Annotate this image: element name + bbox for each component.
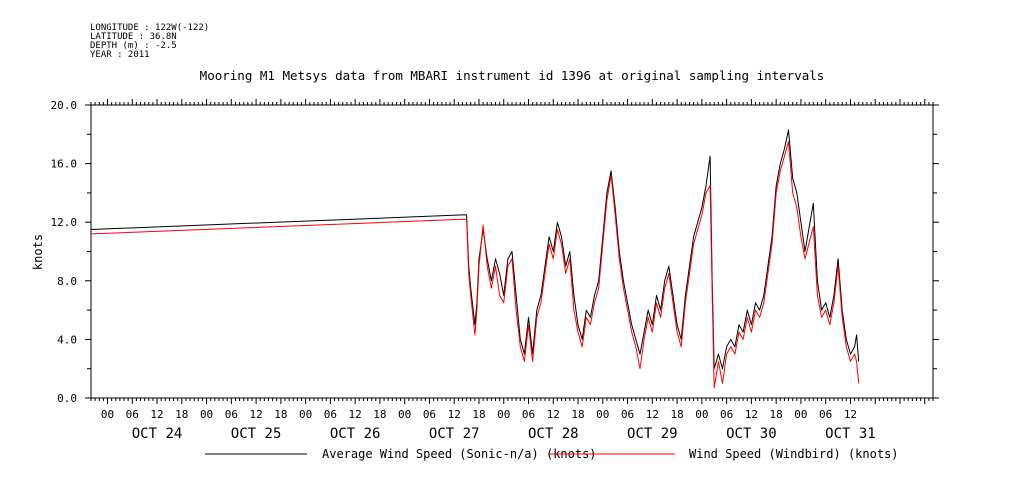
x-hour-label: 12 — [844, 408, 857, 421]
x-hour-label: 00 — [299, 408, 312, 421]
x-hour-label: 00 — [101, 408, 114, 421]
series-line-windbird — [90, 141, 860, 389]
x-day-label: OCT 31 — [825, 426, 876, 442]
x-hour-label: 00 — [794, 408, 807, 421]
x-hour-label: 12 — [448, 408, 461, 421]
series-layer — [90, 129, 860, 389]
x-hour-label: 06 — [324, 408, 337, 421]
y-axis-label: knots — [31, 234, 45, 270]
legend-label-average: Average Wind Speed (Sonic-n/a) (knots) — [322, 447, 597, 461]
x-axis: 00 06 12 18 00 06 12 18 00 06 12 18 00 06 12 18 00 06 12 18… — [90, 99, 934, 442]
y-tick-label: 8.0 — [57, 275, 77, 288]
x-day-label: OCT 27 — [429, 426, 480, 442]
y-tick-label: 4.0 — [57, 333, 77, 346]
y-tick-label: 12.0 — [51, 216, 78, 229]
x-hour-label: 00 — [695, 408, 708, 421]
x-hour-label: 18 — [373, 408, 386, 421]
x-hour-label: 18 — [472, 408, 485, 421]
y-tick-label: 16.0 — [51, 158, 78, 171]
x-hour-label: 18 — [274, 408, 287, 421]
x-hour-label: 12 — [349, 408, 362, 421]
x-day-label: OCT 30 — [726, 426, 777, 442]
x-day-label: OCT 29 — [627, 426, 678, 442]
x-hour-label: 18 — [175, 408, 188, 421]
x-hour-label: 06 — [522, 408, 535, 421]
x-day-label: OCT 24 — [132, 426, 183, 442]
chart-title: Mooring M1 Metsys data from MBARI instru… — [200, 68, 825, 83]
x-hour-label: 00 — [497, 408, 510, 421]
x-day-label: OCT 28 — [528, 426, 579, 442]
x-hour-label: 12 — [646, 408, 659, 421]
x-hour-label: 12 — [547, 408, 560, 421]
y-tick-label: 0.0 — [57, 392, 77, 405]
meta-depth: DEPTH (m) : -2.5 — [90, 41, 177, 51]
meta-longitude: LONGITUDE : 122W(-122) — [90, 23, 209, 33]
x-hour-label: 06 — [819, 408, 832, 421]
y-axis: 0.0 4.0 8.0 12.0 16.0 20.0 — [51, 99, 939, 405]
x-day-label: OCT 25 — [231, 426, 282, 442]
legend-label-windbird: Wind Speed (Windbird) (knots) — [689, 447, 899, 461]
legend: Average Wind Speed (Sonic-n/a) (knots) W… — [205, 447, 899, 461]
x-day-label: OCT 26 — [330, 426, 381, 442]
x-hour-label: 00 — [596, 408, 609, 421]
meta-latitude: LATITUDE : 36.8N — [90, 32, 177, 42]
x-hour-label: 06 — [720, 408, 733, 421]
x-hour-label: 00 — [398, 408, 411, 421]
x-hour-label: 06 — [126, 408, 139, 421]
series-line-average-wind — [90, 129, 860, 370]
x-hour-label: 18 — [571, 408, 584, 421]
metadata-block: LONGITUDE : 122W(-122) LATITUDE : 36.8N … — [90, 23, 209, 60]
y-tick-label: 20.0 — [51, 99, 78, 112]
meta-year: YEAR : 2011 — [90, 50, 150, 60]
x-hour-label: 12 — [249, 408, 262, 421]
x-hour-label: 00 — [200, 408, 213, 421]
x-hour-label: 06 — [423, 408, 436, 421]
x-hour-label: 06 — [225, 408, 238, 421]
x-hour-label: 18 — [770, 408, 783, 421]
x-hour-label: 12 — [150, 408, 163, 421]
x-hour-label: 06 — [621, 408, 634, 421]
x-hour-label: 12 — [745, 408, 758, 421]
x-hour-label: 18 — [670, 408, 683, 421]
